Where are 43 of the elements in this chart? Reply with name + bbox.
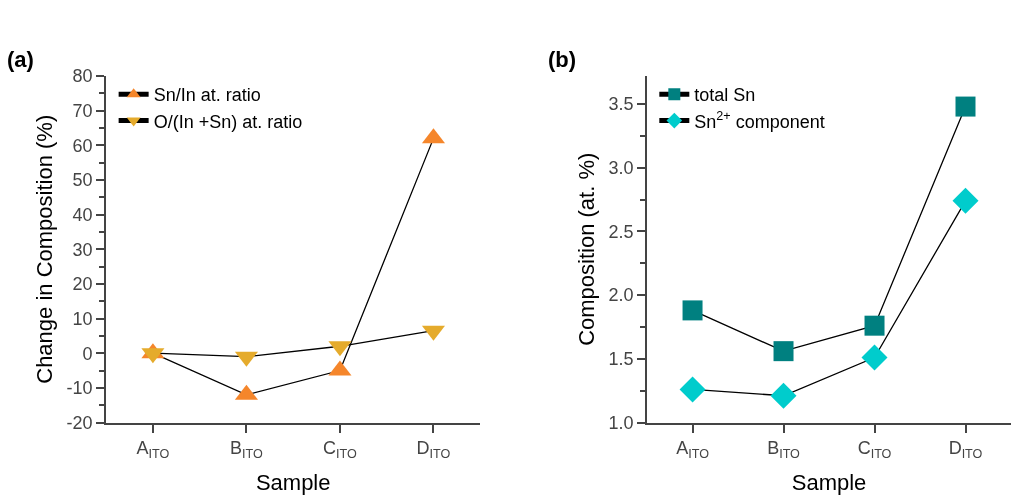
x-tick-label: B$_{ITO}$ <box>230 438 264 461</box>
y-tick-label: 50 <box>72 170 93 191</box>
x-tick-label: A$_{ITO}$ <box>136 438 170 461</box>
x-tick-label: A$_{ITO}$ <box>676 438 710 461</box>
point <box>773 341 794 362</box>
y-tick-label: -20 <box>66 412 93 433</box>
chart-title: (a) <box>7 47 34 72</box>
point <box>770 382 797 409</box>
legend-label: Sn$^{2+}$ component <box>694 109 825 132</box>
x-tick-label: C$_{ITO}$ <box>857 438 892 461</box>
y-tick-label: 2.0 <box>608 285 634 306</box>
x-tick-label: D$_{ITO}$ <box>416 438 451 461</box>
x-axis-title: Sample <box>255 470 331 496</box>
y-tick-label: 60 <box>72 135 93 156</box>
x-tick-label: B$_{ITO}$ <box>767 438 801 461</box>
y-tick-label: 10 <box>72 308 93 329</box>
y-tick-label: 3.0 <box>608 158 634 179</box>
point <box>955 96 976 117</box>
point <box>679 376 706 403</box>
legend-label: O/(In +Sn) at. ratio <box>153 111 303 132</box>
point <box>682 300 703 321</box>
point <box>952 187 979 214</box>
y-tick-label: -10 <box>66 378 93 399</box>
y-tick-label: 1.5 <box>608 349 634 370</box>
y-tick-label: 40 <box>72 204 93 225</box>
point <box>864 315 885 336</box>
y-tick-label: 2.5 <box>608 221 634 242</box>
legend-label: Sn/In at. ratio <box>153 85 261 106</box>
y-tick-label: 1.0 <box>608 412 634 433</box>
x-axis-title: Sample <box>791 470 867 496</box>
chart-title: (b) <box>548 47 577 72</box>
point <box>861 344 888 371</box>
legend-label: total Sn <box>694 85 756 106</box>
y-tick-label: 70 <box>72 100 93 121</box>
y-axis-title: Composition (at. %) <box>573 152 599 346</box>
x-tick-label: D$_{ITO}$ <box>948 438 983 461</box>
y-tick-label: 3.5 <box>608 94 634 115</box>
y-axis-title: Change in Composition (%) <box>31 114 57 384</box>
y-tick-label: 80 <box>72 66 93 87</box>
y-tick-label: 0 <box>82 343 93 364</box>
x-tick-label: C$_{ITO}$ <box>323 438 358 461</box>
y-tick-label: 20 <box>72 274 93 295</box>
y-tick-label: 30 <box>72 239 93 260</box>
